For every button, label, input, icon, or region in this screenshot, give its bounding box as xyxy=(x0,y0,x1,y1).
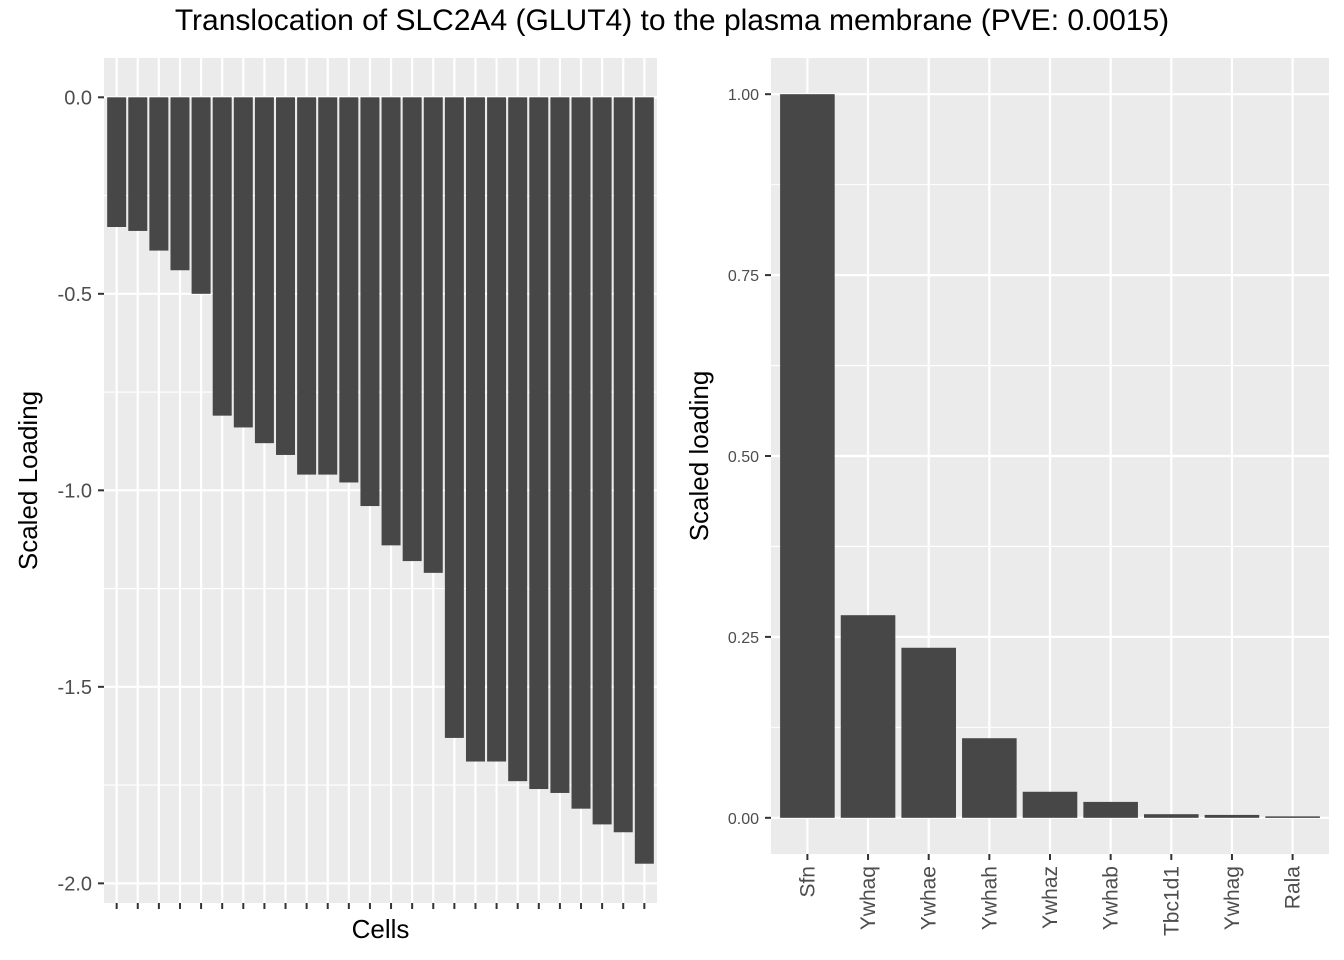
right-plot-panel: 0.00 0.25 0.50 0.75 1.00 Sfn Ywhaq Ywhae Ywhah Yw… xyxy=(684,58,1329,936)
bar xyxy=(487,97,507,762)
y-tick-label: 0.25 xyxy=(728,630,759,647)
bar xyxy=(1265,816,1320,818)
x-tick-label: Ywhah xyxy=(978,866,1001,930)
bar xyxy=(529,97,549,790)
bar xyxy=(550,97,570,793)
bar xyxy=(840,615,896,818)
left-plot-panel: 0.0 -0.5 -1.0 -1.5 -2.0 Cells Scaled Loading xyxy=(13,58,657,944)
x-tick-label: Ywhab xyxy=(1100,866,1123,930)
x-tick-label: Sfn xyxy=(796,866,819,898)
y-tick-label: -2.0 xyxy=(58,873,92,895)
bar xyxy=(1083,801,1138,818)
bar xyxy=(634,97,654,864)
y-tick-label: 0.50 xyxy=(728,449,759,466)
bar xyxy=(402,97,422,562)
bar xyxy=(170,97,190,271)
x-tick-label: Ywhaq xyxy=(857,866,880,930)
bar xyxy=(465,97,485,762)
bar xyxy=(423,97,443,573)
y-tick-label: -1.0 xyxy=(58,480,92,502)
y-tick-label: 0.75 xyxy=(728,268,759,285)
y-axis-title: Scaled Loading xyxy=(13,391,43,570)
bar xyxy=(297,97,317,475)
bar xyxy=(1022,791,1078,818)
chart-title: Translocation of SLC2A4 (GLUT4) to the p… xyxy=(174,4,1170,37)
y-tick-label: -0.5 xyxy=(58,284,92,306)
bar xyxy=(276,97,296,455)
bar xyxy=(1144,814,1199,818)
bar xyxy=(318,97,338,475)
x-tick-label: Rala xyxy=(1282,866,1305,910)
bar xyxy=(962,738,1017,818)
bar xyxy=(128,97,148,231)
y-axis-title: Scaled loading xyxy=(684,371,714,542)
bar xyxy=(592,97,612,825)
x-tick-label: Tbc1d1 xyxy=(1160,866,1183,936)
y-tick-label: 1.00 xyxy=(728,87,759,104)
bar xyxy=(233,97,253,428)
bar xyxy=(613,97,633,833)
bar xyxy=(381,97,401,546)
bar xyxy=(107,97,127,227)
bar xyxy=(360,97,380,507)
bar xyxy=(901,647,956,818)
x-tick-label: Ywhaz xyxy=(1039,866,1062,929)
x-tick-label: Ywhae xyxy=(918,866,941,930)
y-tick-label: 0.00 xyxy=(728,811,759,828)
bar xyxy=(508,97,528,782)
y-tick-label: 0.0 xyxy=(64,87,92,109)
bar xyxy=(444,97,464,738)
bar xyxy=(191,97,211,294)
y-tick-label: -1.5 xyxy=(58,677,92,699)
bar xyxy=(339,97,359,483)
x-tick-label: Ywhag xyxy=(1221,866,1244,930)
bar xyxy=(254,97,274,444)
bar xyxy=(780,94,835,818)
x-axis-title: Cells xyxy=(352,914,410,944)
bar xyxy=(149,97,169,251)
bar xyxy=(571,97,591,809)
bar xyxy=(212,97,232,416)
bar xyxy=(1204,814,1260,818)
